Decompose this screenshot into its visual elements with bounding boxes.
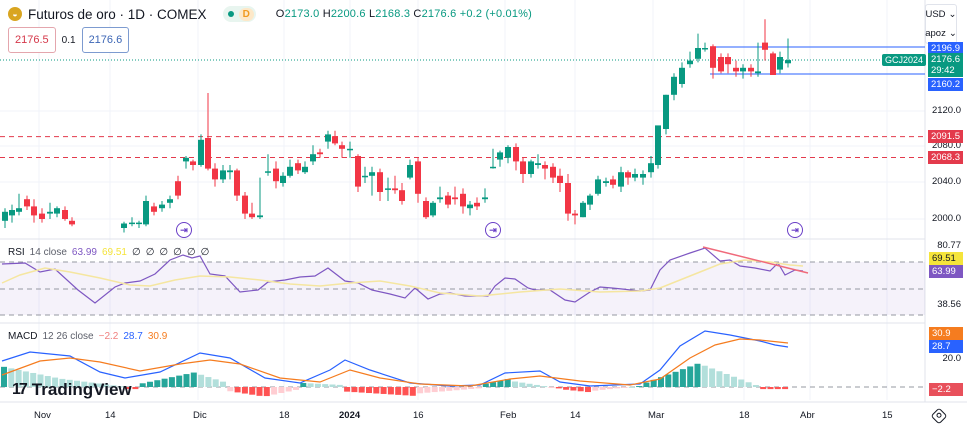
rsi-params: 14 close [29,247,67,258]
symbol-legend: ◒ Futuros de oro · 1D · COMEX D O2173.0 … [8,6,532,22]
currency-dropdown[interactable]: USD ⌄ [925,5,957,24]
macd-params: 12 26 close [42,331,94,342]
close-key: C [413,8,422,20]
price-tick: 2040.0 [931,176,961,187]
empty-value: ∅ [200,247,210,258]
time-label: 18 [279,410,290,421]
bar-countdown: 29:42 [930,65,955,76]
time-label: Mar [648,410,665,421]
tradingview-logo[interactable]: 17 TradingView [12,380,132,400]
macd-line-value: 28.7 [123,331,143,342]
macd-histogram-value: −2.2 [98,331,119,342]
empty-value: ∅ [173,247,182,258]
tradingview-logo-text: TradingView [31,380,132,399]
macd-tick: 20.0 [942,353,962,364]
time-label: Nov [34,410,51,421]
macd-line-tag: 28.7 [929,340,963,353]
change-value: +0.2 (+0.01%) [459,8,533,20]
close-value: 2176.6 [421,8,457,20]
rsi-name: RSI [8,247,25,258]
time-label: 15 [882,410,893,421]
scale-mode-dropdown[interactable]: apoz ⌄ [925,24,957,43]
macd-signal-value: 30.9 [147,331,168,342]
time-label: 14 [105,410,116,421]
macd-legend[interactable]: MACD 12 26 close −2.2 28.7 30.9 [8,331,167,342]
current-price-value: 2176.6 [930,54,960,65]
low-key: L [368,8,376,20]
rsi-ma-value: 69.51 [101,247,127,258]
scale-mode-label: apoz [925,28,946,39]
chevron-down-icon: ⌄ [948,9,957,20]
time-label: 16 [413,410,424,421]
price-tick: 2080.0 [931,140,961,151]
symbol-title[interactable]: Futuros de oro · 1D · COMEX [28,6,207,22]
gold-coin-icon: ◒ [8,7,22,21]
open-key: O [275,8,285,20]
rsi-legend[interactable]: RSI 14 close 63.99 69.51 ∅ ∅ ∅ ∅ ∅ ∅ [8,247,209,258]
time-label: 18 [739,410,750,421]
events-marker-icon[interactable]: ⇥ [485,222,501,238]
data-delay-badge: D [238,7,254,21]
rsi-tick: 80.77 [937,240,961,251]
market-status[interactable]: D [222,6,256,22]
events-marker-icon[interactable]: ⇥ [787,222,803,238]
market-open-dot-icon [227,11,234,17]
time-label: 14 [570,410,581,421]
macd-name: MACD [8,331,38,342]
time-label: Feb [500,410,517,421]
macd-signal-tag: 30.9 [929,327,963,340]
empty-value: ∅ [131,247,141,258]
empty-value: ∅ [159,247,169,258]
spread-value: 0.1 [61,34,76,46]
trade-buttons: 2176.5 0.1 2176.6 [8,27,130,53]
rsi-tick: 38.56 [937,299,961,310]
range-top-tag: 2196.9 [927,42,963,55]
high-value: 2200.6 [330,8,366,20]
time-label: Dic [193,410,207,421]
range-bottom-tag: 2160.2 [927,78,963,91]
currency-label: USD [925,9,946,20]
rsi-ma-tag: 69.51 [929,252,963,265]
level-tag-2068: 2068.3 [927,151,963,164]
price-axis-controls: USD ⌄ apoz ⌄ [925,4,957,44]
events-marker-icon[interactable]: ⇥ [176,222,192,238]
sell-button[interactable]: 2176.5 [8,27,56,53]
time-label: 2024 [339,410,361,421]
price-tick: 2000.0 [931,213,961,224]
buy-button[interactable]: 2176.6 [81,27,130,53]
low-value: 2168.3 [375,8,411,20]
level-tag-2091: 2091.5 [927,130,963,143]
open-value: 2173.0 [284,8,320,20]
macd-histogram-tag: −2.2 [929,383,963,396]
chevron-down-icon: ⌄ [948,28,957,39]
ohlc-values: O2173.0 H2200.6 L2168.3 C2176.6 +0.2 (+0… [276,8,532,20]
time-label: Abr [800,410,815,421]
current-price-tag: 2176.6 29:42 [927,53,963,77]
high-key: H [322,8,331,20]
symbol-tag: GCJ2024 [882,54,927,66]
price-tick: 2120.0 [931,105,961,116]
empty-value: ∅ [186,247,196,258]
empty-value: ∅ [145,247,155,258]
rsi-tag: 63.99 [929,265,963,278]
tradingview-logo-icon: 17 [12,381,28,398]
rsi-value: 63.99 [71,247,97,258]
